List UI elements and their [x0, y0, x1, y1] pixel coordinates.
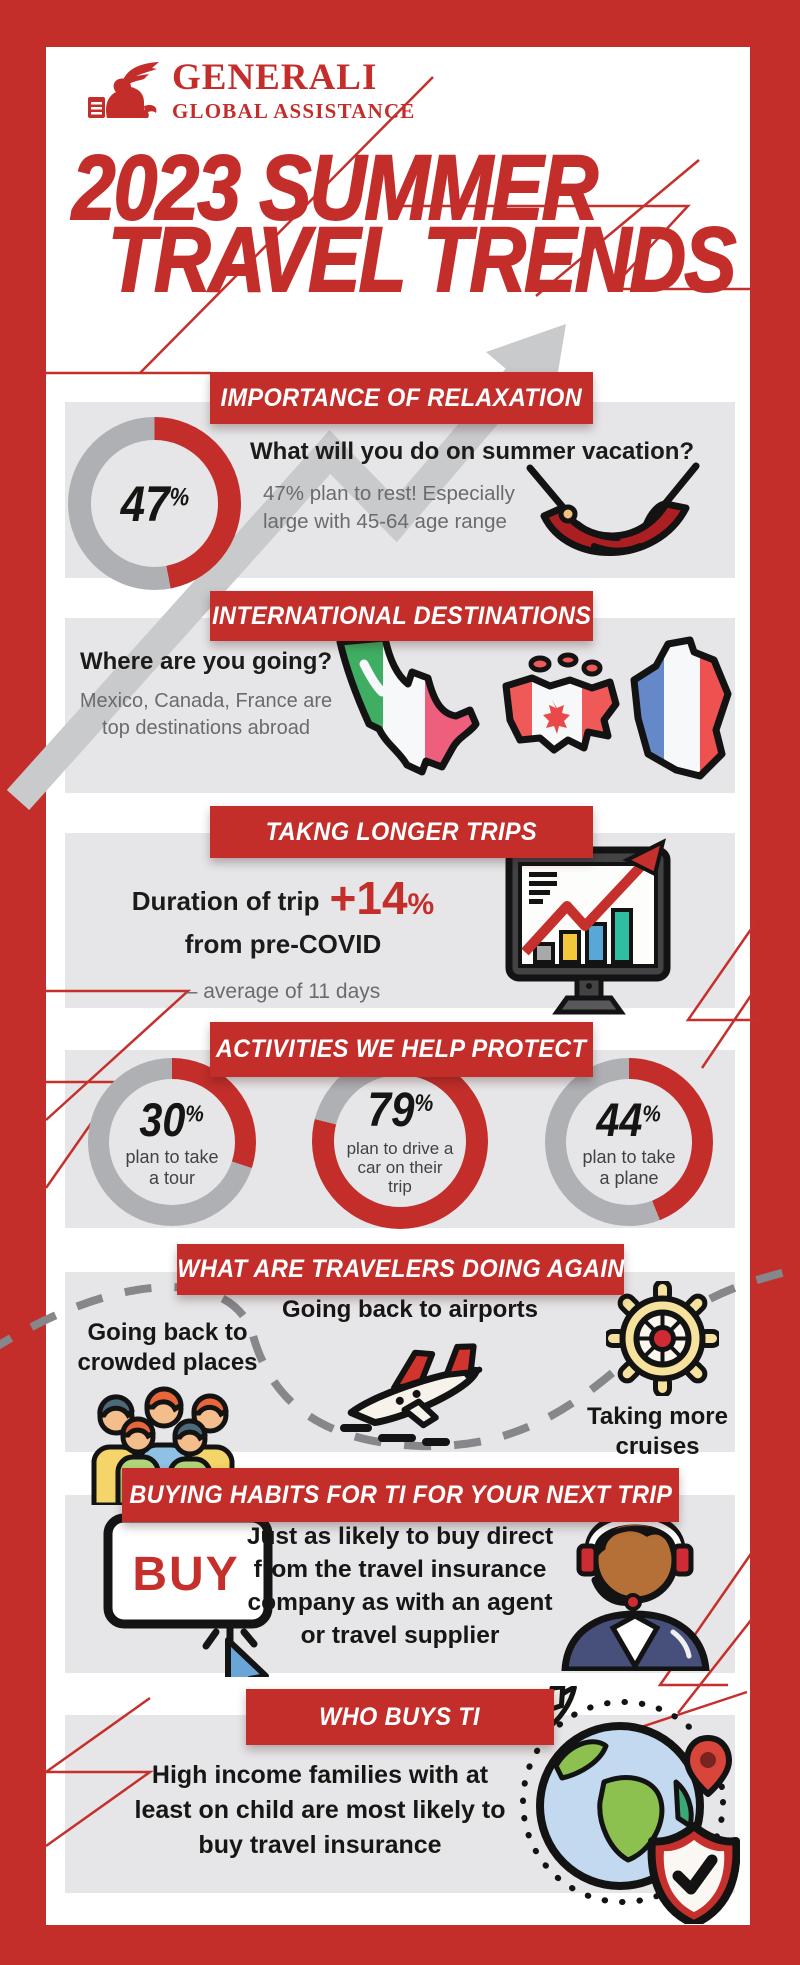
donut-value: 47	[120, 475, 170, 532]
donut-unit: %	[169, 483, 189, 511]
trip-lead: Duration of trip	[131, 886, 320, 916]
location-pin-icon	[684, 1735, 732, 1797]
banner-who-buys: WHO BUYS TI	[246, 1689, 554, 1745]
banner-buying-habits: BUYING HABITS FOR TI FOR YOUR NEXT TRIP	[122, 1468, 679, 1522]
banner-doing-again: WHAT ARE TRAVELERS DOING AGAIN	[177, 1244, 624, 1295]
banner-activities: ACTIVITIES WE HELP PROTECT	[210, 1022, 593, 1077]
donut-plane-44: 44% plan to take a plane	[545, 1058, 713, 1226]
donut-caption: plan to drive a car on their trip	[346, 1138, 454, 1196]
banner-relaxation: IMPORTANCE OF RELAXATION	[210, 372, 593, 424]
donut-unit: %	[185, 1099, 205, 1126]
item-line: Going back to	[87, 1319, 248, 1346]
body-line: company as with an agent	[247, 1589, 553, 1616]
buy-button-icon: BUY	[103, 1513, 273, 1677]
ship-helm-icon	[606, 1281, 719, 1396]
doing-again-item-cruises: Taking more cruises	[570, 1402, 745, 1462]
trip-lead2: from pre-COVID	[184, 929, 382, 959]
donut-tour-30: 30% plan to take a tour	[88, 1058, 256, 1226]
airplane-icon	[340, 1343, 483, 1446]
shield-check-icon	[647, 1822, 740, 1924]
body-line: buy travel insurance	[198, 1831, 442, 1859]
donut-unit: %	[414, 1089, 433, 1117]
banner-label: WHAT ARE TRAVELERS DOING AGAIN	[176, 1255, 625, 1283]
brand-name: GENERALI	[172, 57, 378, 98]
donut-car-79: 79% plan to drive a car on their trip	[312, 1053, 488, 1229]
donut-value: 44	[596, 1092, 643, 1146]
cursor-icon	[225, 1637, 269, 1677]
relaxation-body: 47% plan to rest! Especially large with …	[263, 480, 515, 536]
donut-unit: %	[642, 1099, 662, 1126]
trip-stat: +14%	[329, 872, 435, 924]
destinations-body: Mexico, Canada, France are top destinati…	[72, 688, 340, 742]
banner-label: INTERNATIONAL DESTINATIONS	[211, 601, 592, 630]
body-line: Just as likely to buy direct	[246, 1523, 554, 1550]
banner-label: WHO BUYS TI	[319, 1702, 481, 1731]
brand-subname: GLOBAL ASSISTANCE	[172, 99, 416, 123]
body-line: High income families with at	[151, 1761, 489, 1789]
item-line: crowded places	[77, 1349, 258, 1376]
doing-again-item-airports: Going back to airports	[255, 1296, 565, 1324]
canada-map-icon	[502, 652, 620, 754]
doing-again-item-crowded: Going back to crowded places	[60, 1318, 275, 1378]
donut-caption: plan to take a plane	[582, 1146, 676, 1188]
banner-label: IMPORTANCE OF RELAXATION	[220, 383, 583, 412]
body-line: 47% plan to rest! Especially	[263, 482, 515, 505]
body-line: from the travel insurance	[253, 1556, 547, 1583]
who-buys-body: High income families with at least on ch…	[95, 1758, 545, 1863]
support-agent-icon	[561, 1512, 710, 1671]
donut-value: 30	[139, 1092, 186, 1146]
hammock-icon	[526, 462, 700, 557]
banner-label: ACTIVITIES WE HELP PROTECT	[216, 1035, 587, 1063]
body-line: top destinations abroad	[102, 717, 310, 739]
banner-longer-trips: TAKNG LONGER TRIPS	[210, 806, 593, 858]
trend-monitor-icon	[505, 838, 671, 1015]
donut-rest-47: 47%	[68, 417, 241, 590]
body-line: least on child are most likely to	[134, 1796, 506, 1824]
france-map-icon	[630, 636, 732, 780]
donut-value: 79	[367, 1083, 415, 1137]
generali-lion-logo	[88, 62, 159, 118]
trip-note: – average of 11 days	[185, 980, 381, 1003]
destinations-heading: Where are you going?	[79, 648, 333, 675]
body-line: large with 45-64 age range	[263, 510, 507, 533]
item-line: cruises	[615, 1433, 700, 1460]
body-line: or travel supplier	[300, 1622, 500, 1649]
buying-habits-body: Just as likely to buy direct from the tr…	[235, 1520, 565, 1652]
buy-label: BUY	[132, 1548, 239, 1601]
destinations-text: Where are you going? Mexico, Canada, Fra…	[72, 648, 340, 742]
globe-travel-icon	[520, 1686, 740, 1924]
body-line: Mexico, Canada, France are	[79, 690, 333, 712]
banner-destinations: INTERNATIONAL DESTINATIONS	[210, 591, 593, 641]
longer-trips-text: Duration of trip +14% from pre-COVID – a…	[68, 872, 498, 1004]
item-line: Going back to airports	[281, 1296, 539, 1323]
banner-label: BUYING HABITS FOR TI FOR YOUR NEXT TRIP	[129, 1480, 673, 1509]
banner-label: TAKNG LONGER TRIPS	[265, 817, 538, 846]
donut-caption: plan to take a tour	[125, 1146, 219, 1188]
brand-block: GENERALI GLOBAL ASSISTANCE	[86, 57, 416, 124]
mexico-map-icon	[336, 634, 480, 776]
page-title-line2: TRAVEL TRENDS	[107, 209, 737, 311]
item-line: Taking more	[587, 1403, 728, 1430]
